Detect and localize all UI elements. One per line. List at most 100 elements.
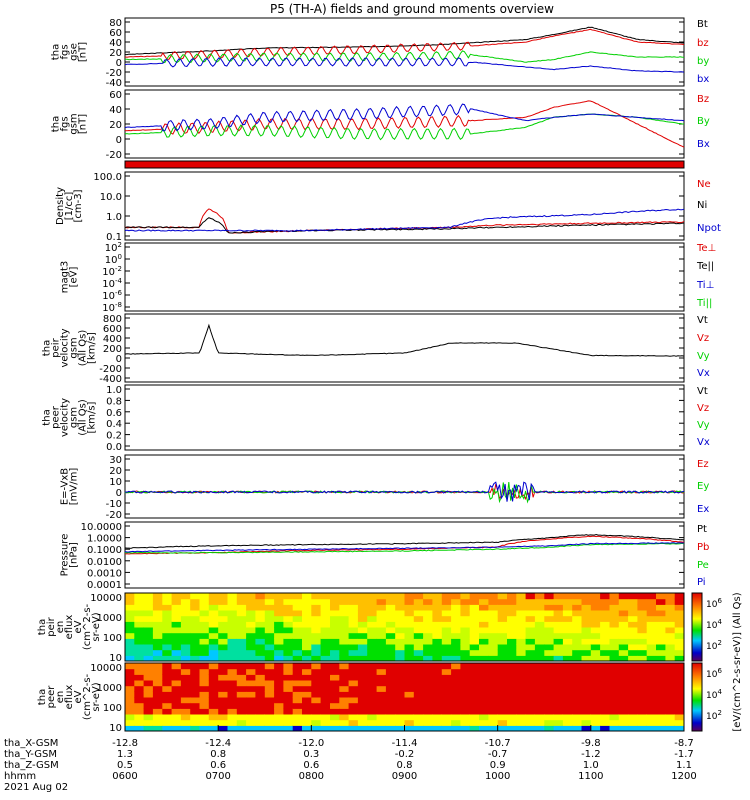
peir_en_eflux-cell	[125, 621, 135, 628]
peir_en_eflux-cell	[190, 655, 200, 662]
peir_en_eflux-cell	[246, 604, 256, 611]
peir_en_eflux-cell	[665, 638, 676, 645]
peer_en_eflux-ytick: 100	[103, 703, 122, 714]
peir_en_eflux-cell	[125, 610, 135, 617]
peir_en_eflux-cell	[413, 604, 424, 611]
peer_en_eflux-cell	[572, 708, 582, 715]
peir_en_eflux-cell	[264, 655, 275, 662]
peer_en_eflux-cell	[404, 725, 415, 732]
peir_en_eflux-cell	[413, 649, 424, 656]
peir_en_eflux-cell	[572, 638, 582, 645]
peer_en_eflux-cell	[255, 668, 266, 675]
peer_en_eflux-cell	[339, 691, 350, 698]
peir_en_eflux-cell	[646, 621, 657, 628]
peer_en_eflux-cell	[432, 674, 443, 681]
peer_en_eflux-cell	[208, 674, 219, 681]
mode-bar	[124, 160, 685, 169]
time-row-value: 0700	[205, 771, 230, 782]
peir_en_eflux-cell	[665, 621, 676, 628]
peer_en_eflux-cell	[143, 674, 154, 681]
peer_en_eflux-cell	[609, 674, 620, 681]
peir_en_eflux-cell	[423, 649, 433, 656]
peer_en_eflux-cell	[637, 697, 648, 704]
peer_en_eflux-cell	[534, 725, 545, 732]
peir_en_eflux-cell	[525, 593, 536, 600]
peer_en_eflux-cell	[628, 663, 638, 670]
peer_en_eflux-cell	[646, 719, 657, 726]
peir_en_eflux-cell	[236, 621, 247, 628]
peir_en_eflux-cell	[637, 638, 648, 645]
peir_en_eflux-cell	[413, 598, 424, 605]
peer_en_eflux-cell	[311, 719, 322, 726]
time-row-label: tha_X-GSM	[4, 738, 58, 749]
peir_en_eflux-cell	[162, 649, 173, 656]
peer_en_eflux-cell	[180, 719, 191, 726]
peer_en_eflux-cell	[665, 668, 676, 675]
peer_en_eflux-cell	[507, 685, 517, 692]
peer_en_eflux-cell	[143, 680, 154, 687]
peer_en_eflux-cell	[544, 719, 555, 726]
peer_en_eflux-cell	[534, 674, 545, 681]
peer_en_eflux-cell	[162, 663, 173, 670]
peer_en_eflux-cell	[385, 697, 396, 704]
peir_en_eflux-cell	[134, 632, 145, 639]
peer_en_eflux-cell	[395, 680, 405, 687]
peer_en_eflux-cell	[180, 680, 191, 687]
peir_en_eflux-cell	[451, 610, 461, 617]
peer_en_eflux-cell	[264, 714, 275, 721]
peir_en_eflux-cell	[553, 621, 564, 628]
peir_en_eflux-cell	[246, 649, 256, 656]
peer_velocity-ytick: 0.4	[106, 419, 122, 430]
peir_en_eflux-cell	[152, 593, 163, 600]
peer_en_eflux-cell	[171, 714, 182, 721]
peir_en_eflux-cell	[479, 655, 489, 662]
peer_en_eflux-cell	[432, 668, 443, 675]
peer_en_eflux-cell	[218, 663, 228, 670]
peer_en_eflux-cell	[227, 685, 238, 692]
fgs_gsm-series-Bz	[124, 100, 685, 148]
peer_en_eflux-cell	[152, 697, 163, 704]
peir_en_eflux-cell	[190, 593, 200, 600]
peer_en_eflux-cell	[171, 719, 182, 726]
peir_en_eflux-cell	[283, 615, 294, 622]
peir_en_eflux-cell	[460, 644, 471, 651]
peer_en_eflux-cell	[376, 663, 387, 670]
peer_en_eflux-cell	[339, 725, 350, 732]
fgs_gse-ylabel: thafgsgse[nT]	[51, 42, 89, 62]
peer_en_eflux-cell	[646, 714, 657, 721]
peir_en_eflux-cell	[572, 593, 582, 600]
peir_en_eflux-cell	[404, 615, 415, 622]
peer_en_eflux-cell	[292, 719, 303, 726]
peer_en_eflux-cell	[516, 663, 527, 670]
peer_en_eflux-cell	[553, 680, 564, 687]
peir_en_eflux-cell	[609, 632, 620, 639]
peir_en_eflux-cell	[516, 610, 527, 617]
peer_en_eflux-cell	[357, 691, 368, 698]
peir_en_eflux-cell	[628, 604, 638, 611]
peer_en_eflux-cell	[646, 702, 657, 709]
peer_en_eflux-cell	[441, 702, 452, 709]
peer_en_eflux-cell	[497, 685, 508, 692]
peer_en_eflux-cell	[609, 668, 620, 675]
peir_en_eflux-cell	[628, 632, 638, 639]
peer_en_eflux-cell	[488, 714, 499, 721]
time-row-value: 0800	[299, 771, 324, 782]
density-legend-Npot: Npot	[697, 223, 721, 234]
peir_en_eflux-cell	[171, 598, 182, 605]
peer_en_eflux-cell	[618, 697, 629, 704]
peir_en_eflux-cell	[395, 615, 405, 622]
peer_en_eflux-cell	[432, 719, 443, 726]
peer_en_eflux-cell	[534, 708, 545, 715]
peir_en_eflux-cell	[283, 649, 294, 656]
peer_en_eflux-cell	[302, 714, 312, 721]
peir_en_eflux-cell	[152, 649, 163, 656]
peir_en_eflux-cell	[302, 610, 312, 617]
peer_en_eflux-cell	[376, 680, 387, 687]
peer_en_eflux-cell	[665, 685, 676, 692]
peer_en_eflux-cell	[637, 725, 648, 732]
peir_en_eflux-cell	[152, 610, 163, 617]
peer_en_eflux-cell	[227, 697, 238, 704]
peer_en_eflux-cell	[562, 663, 573, 670]
peer_en_eflux-cell	[581, 708, 592, 715]
peir_en_eflux-cell	[385, 644, 396, 651]
